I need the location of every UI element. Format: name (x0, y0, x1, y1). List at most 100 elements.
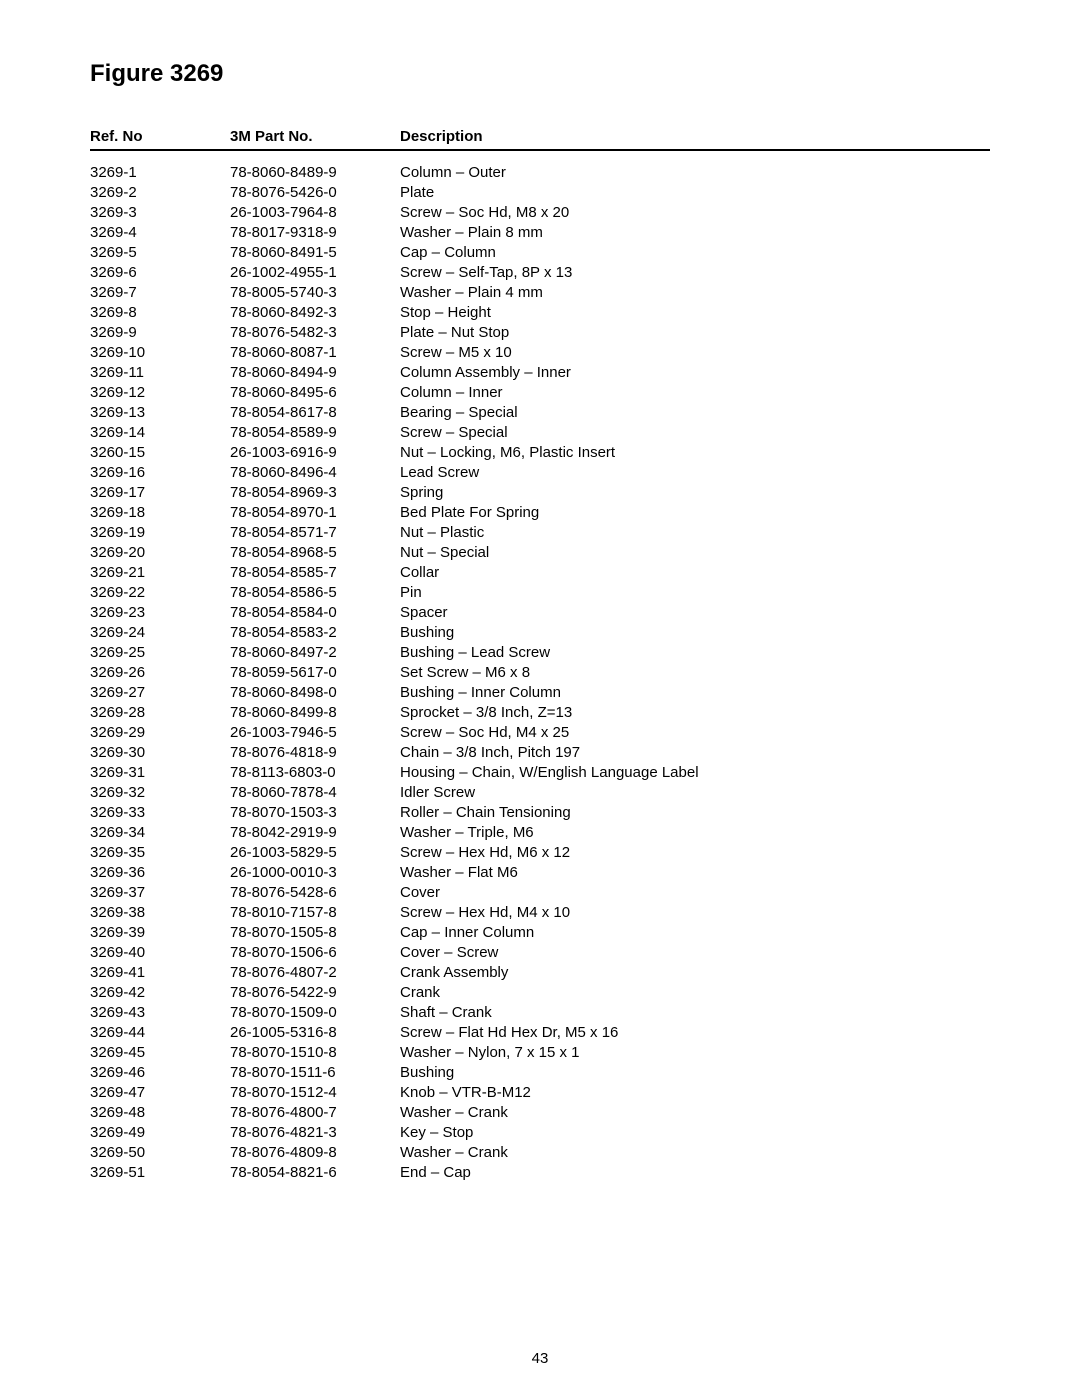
table-row: 3269-5078-8076-4809-8Washer – Crank (90, 1142, 990, 1162)
cell-desc: Crank (400, 982, 990, 1002)
table-row: 3269-2478-8054-8583-2Bushing (90, 622, 990, 642)
cell-desc: Column Assembly – Inner (400, 362, 990, 382)
cell-part: 78-8054-8968-5 (230, 542, 400, 562)
table-row: 3269-626-1002-4955-1Screw – Self-Tap, 8P… (90, 262, 990, 282)
table-row: 3269-4178-8076-4807-2Crank Assembly (90, 962, 990, 982)
col-header-ref: Ref. No (90, 128, 230, 150)
table-row: 3269-3378-8070-1503-3Roller – Chain Tens… (90, 802, 990, 822)
cell-desc: Knob – VTR-B-M12 (400, 1082, 990, 1102)
cell-desc: Roller – Chain Tensioning (400, 802, 990, 822)
col-header-part: 3M Part No. (230, 128, 400, 150)
cell-ref: 3269-9 (90, 322, 230, 342)
cell-desc: Lead Screw (400, 462, 990, 482)
table-row: 3269-3626-1000-0010-3Washer – Flat M6 (90, 862, 990, 882)
table-row: 3269-1078-8060-8087-1Screw – M5 x 10 (90, 342, 990, 362)
cell-ref: 3269-29 (90, 722, 230, 742)
cell-part: 78-8060-8498-0 (230, 682, 400, 702)
cell-ref: 3269-6 (90, 262, 230, 282)
cell-part: 78-8059-5617-0 (230, 662, 400, 682)
cell-part: 78-8054-8586-5 (230, 582, 400, 602)
page-title: Figure 3269 (90, 60, 990, 88)
cell-ref: 3269-30 (90, 742, 230, 762)
col-header-desc: Description (400, 128, 990, 150)
cell-desc: Collar (400, 562, 990, 582)
cell-desc: Housing – Chain, W/English Language Labe… (400, 762, 990, 782)
table-row: 3269-1178-8060-8494-9Column Assembly – I… (90, 362, 990, 382)
cell-desc: Bushing (400, 622, 990, 642)
cell-ref: 3269-22 (90, 582, 230, 602)
cell-part: 78-8070-1512-4 (230, 1082, 400, 1102)
cell-desc: Screw – Soc Hd, M8 x 20 (400, 202, 990, 222)
cell-part: 26-1000-0010-3 (230, 862, 400, 882)
table-row: 3269-2278-8054-8586-5Pin (90, 582, 990, 602)
table-row: 3269-1378-8054-8617-8Bearing – Special (90, 402, 990, 422)
cell-part: 78-8060-8491-5 (230, 242, 400, 262)
cell-desc: Column – Inner (400, 382, 990, 402)
cell-ref: 3269-2 (90, 182, 230, 202)
cell-ref: 3269-39 (90, 922, 230, 942)
table-row: 3269-2078-8054-8968-5Nut – Special (90, 542, 990, 562)
table-row: 3260-1526-1003-6916-9Nut – Locking, M6, … (90, 442, 990, 462)
table-row: 3269-1278-8060-8495-6Column – Inner (90, 382, 990, 402)
cell-part: 78-8076-4809-8 (230, 1142, 400, 1162)
cell-part: 26-1002-4955-1 (230, 262, 400, 282)
cell-desc: Bushing – Inner Column (400, 682, 990, 702)
cell-part: 78-8060-8492-3 (230, 302, 400, 322)
table-row: 3269-2178-8054-8585-7Collar (90, 562, 990, 582)
cell-part: 78-8076-4821-3 (230, 1122, 400, 1142)
cell-part: 78-8010-7157-8 (230, 902, 400, 922)
cell-part: 78-8054-8821-6 (230, 1162, 400, 1182)
cell-desc: Idler Screw (400, 782, 990, 802)
table-row: 3269-3178-8113-6803-0Housing – Chain, W/… (90, 762, 990, 782)
table-spacer (90, 150, 990, 162)
cell-ref: 3269-33 (90, 802, 230, 822)
table-row: 3269-1778-8054-8969-3Spring (90, 482, 990, 502)
cell-part: 78-8113-6803-0 (230, 762, 400, 782)
cell-part: 78-8054-8970-1 (230, 502, 400, 522)
table-row: 3269-1878-8054-8970-1Bed Plate For Sprin… (90, 502, 990, 522)
cell-desc: Stop – Height (400, 302, 990, 322)
cell-ref: 3269-26 (90, 662, 230, 682)
cell-desc: Nut – Locking, M6, Plastic Insert (400, 442, 990, 462)
table-row: 3269-2378-8054-8584-0Spacer (90, 602, 990, 622)
table-row: 3269-3778-8076-5428-6Cover (90, 882, 990, 902)
cell-ref: 3269-48 (90, 1102, 230, 1122)
table-row: 3269-4078-8070-1506-6Cover – Screw (90, 942, 990, 962)
cell-ref: 3269-41 (90, 962, 230, 982)
cell-part: 26-1003-6916-9 (230, 442, 400, 462)
cell-ref: 3269-18 (90, 502, 230, 522)
cell-part: 78-8060-8496-4 (230, 462, 400, 482)
cell-ref: 3269-27 (90, 682, 230, 702)
cell-part: 78-8060-8499-8 (230, 702, 400, 722)
table-row: 3269-2926-1003-7946-5Screw – Soc Hd, M4 … (90, 722, 990, 742)
cell-part: 78-8060-8495-6 (230, 382, 400, 402)
cell-part: 78-8054-8584-0 (230, 602, 400, 622)
cell-part: 26-1003-7964-8 (230, 202, 400, 222)
cell-part: 78-8060-7878-4 (230, 782, 400, 802)
page-number: 43 (0, 1350, 1080, 1367)
table-row: 3269-4378-8070-1509-0Shaft – Crank (90, 1002, 990, 1022)
cell-ref: 3269-16 (90, 462, 230, 482)
cell-ref: 3269-7 (90, 282, 230, 302)
cell-part: 78-8060-8489-9 (230, 162, 400, 182)
cell-ref: 3269-47 (90, 1082, 230, 1102)
cell-desc: Spacer (400, 602, 990, 622)
cell-ref: 3269-49 (90, 1122, 230, 1142)
cell-ref: 3269-32 (90, 782, 230, 802)
cell-ref: 3269-51 (90, 1162, 230, 1182)
cell-ref: 3269-46 (90, 1062, 230, 1082)
table-row: 3269-1678-8060-8496-4Lead Screw (90, 462, 990, 482)
cell-part: 78-8076-5428-6 (230, 882, 400, 902)
cell-desc: Cover – Screw (400, 942, 990, 962)
cell-ref: 3269-44 (90, 1022, 230, 1042)
table-row: 3269-4978-8076-4821-3Key – Stop (90, 1122, 990, 1142)
cell-desc: Bushing – Lead Screw (400, 642, 990, 662)
cell-desc: Nut – Special (400, 542, 990, 562)
cell-desc: Screw – M5 x 10 (400, 342, 990, 362)
table-row: 3269-4278-8076-5422-9Crank (90, 982, 990, 1002)
cell-part: 78-8076-4800-7 (230, 1102, 400, 1122)
table-row: 3269-578-8060-8491-5Cap – Column (90, 242, 990, 262)
table-row: 3269-4426-1005-5316-8Screw – Flat Hd Hex… (90, 1022, 990, 1042)
cell-ref: 3269-34 (90, 822, 230, 842)
cell-desc: Screw – Special (400, 422, 990, 442)
